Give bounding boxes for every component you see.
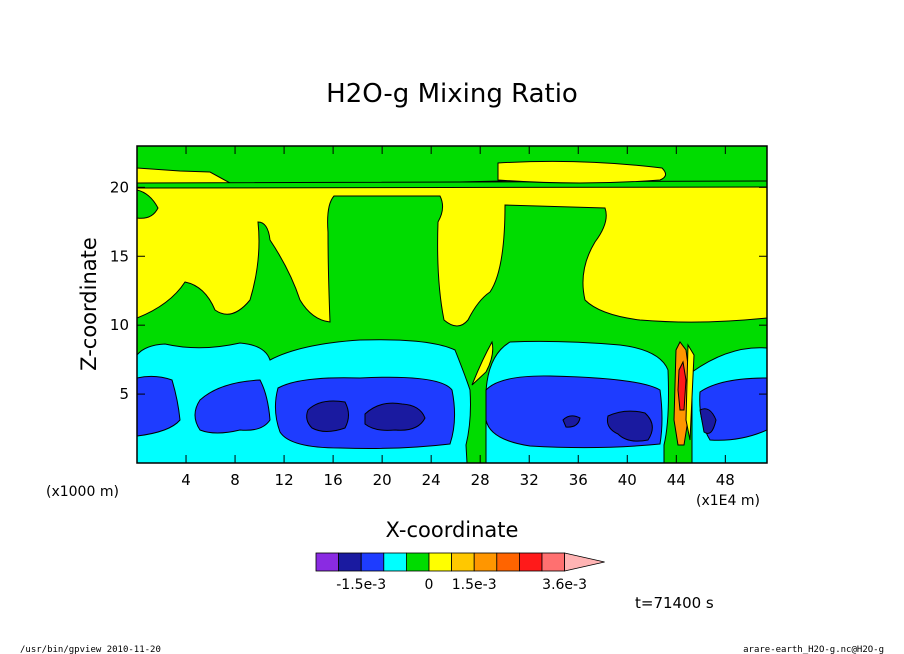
footer-right: arare-earth_H2O-g.nc@H2O-g	[743, 645, 884, 654]
footer-left: /usr/bin/gpview 2010-11-20	[20, 645, 161, 654]
y-tick-label: 5	[119, 385, 129, 403]
contour-band-green-left	[137, 189, 159, 219]
x-unit-right: (x1E4 m)	[696, 493, 760, 509]
x-axis-label: X-coordinate	[386, 518, 519, 542]
y-tick-label: 15	[110, 247, 129, 265]
colorbar-swatch	[405, 552, 430, 572]
contour-band-navy-4	[607, 410, 653, 442]
contour-band-navy-1	[306, 400, 349, 432]
contour-band-yellow-spike	[685, 343, 695, 441]
x-tick-label: 24	[422, 471, 441, 489]
contour-band-yellow-small	[471, 340, 494, 386]
contour-band-blue-2	[194, 379, 271, 434]
x-tick-label: 44	[667, 471, 686, 489]
contour-band-navy-2	[364, 402, 426, 431]
chart-title: H2O-g Mixing Ratio	[326, 79, 578, 109]
contour-band-navy-3	[562, 415, 581, 428]
x-tick-label: 36	[569, 471, 588, 489]
x-tick-label: 16	[324, 471, 343, 489]
y-tick-label: 10	[110, 316, 129, 334]
y-tick-label: 20	[110, 178, 129, 196]
colorbar-label: 3.6e-3	[542, 577, 587, 593]
x-tick-label: 48	[716, 471, 735, 489]
time-label: t=71400 s	[635, 594, 714, 612]
colorbar: -1.5e-3 0 1.5e-3 3.6e-3	[315, 552, 605, 593]
colorbar-swatch	[473, 552, 498, 572]
contour-band-yellow-lens	[497, 160, 666, 184]
colorbar-swatch	[519, 552, 543, 572]
contour-band-blue-3	[274, 376, 456, 449]
x-tick-label: 8	[230, 471, 240, 489]
plot-frame	[136, 145, 768, 464]
contour-band-navy-5	[699, 408, 717, 434]
colorbar-swatch	[451, 552, 475, 572]
x-tick-label: 32	[520, 471, 539, 489]
colorbar-arrow	[564, 552, 605, 572]
colorbar-swatch	[383, 552, 407, 572]
x-axis: 4 8 12 16 20 24 28 32 36 40 44 48	[181, 146, 735, 489]
y-axis: 5 10 15 20	[110, 178, 767, 403]
contour-band-red-spike	[677, 360, 687, 411]
y-axis-label: Z-coordinate	[77, 237, 101, 371]
contour-band-green-top	[137, 146, 767, 187]
colorbar-swatch	[338, 552, 362, 572]
colorbar-swatch	[428, 552, 453, 572]
colorbar-label: 0	[425, 577, 434, 593]
x-tick-label: 4	[181, 471, 191, 489]
colorbar-swatch	[315, 552, 340, 572]
x-tick-label: 12	[275, 471, 294, 489]
colorbar-swatch	[360, 552, 385, 572]
colorbar-swatch	[496, 552, 520, 572]
plot-area	[137, 146, 767, 463]
colorbar-label: 1.5e-3	[452, 577, 497, 593]
contour-band-blue-1	[137, 375, 181, 437]
x-tick-label: 20	[373, 471, 392, 489]
colorbar-swatch	[541, 552, 566, 572]
x-tick-label: 28	[471, 471, 490, 489]
x-unit-left: (x1000 m)	[46, 484, 119, 500]
x-tick-label: 40	[618, 471, 637, 489]
colorbar-label: -1.5e-3	[336, 577, 386, 593]
